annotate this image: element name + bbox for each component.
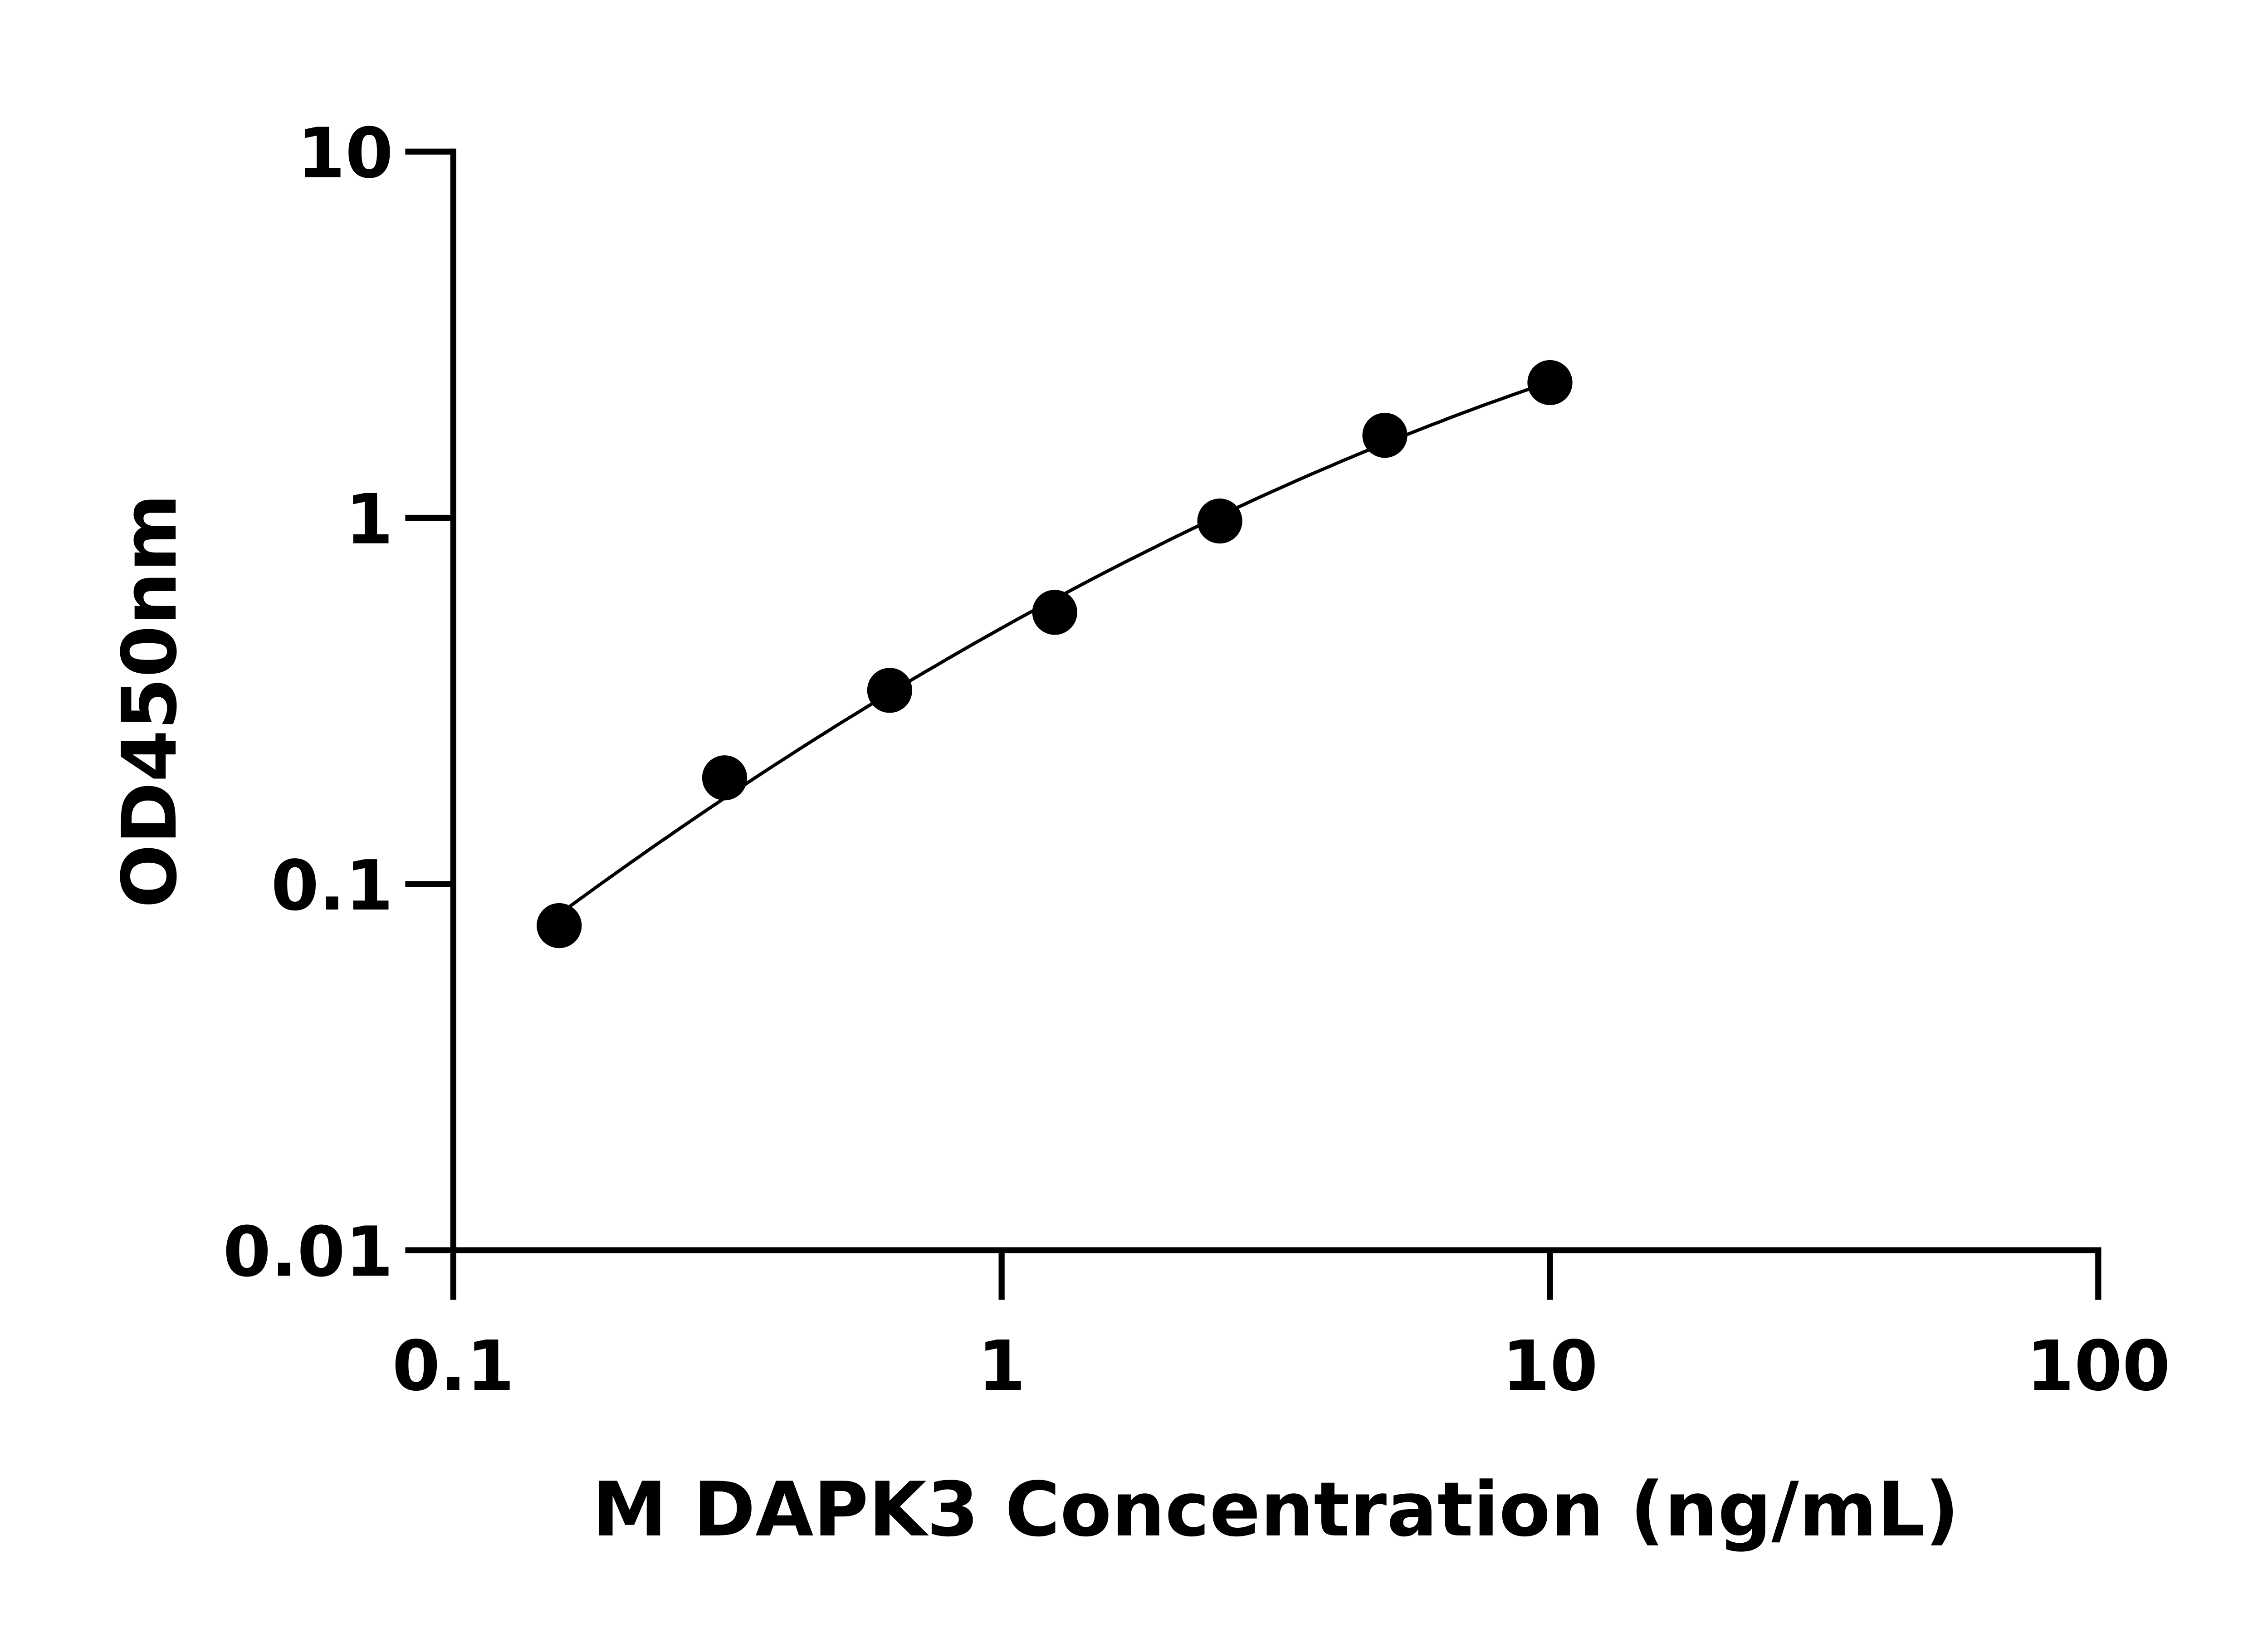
y-tick-label: 0.1 (271, 846, 393, 926)
x-tick-label: 100 (2026, 1326, 2170, 1406)
fit-curve (558, 380, 1551, 916)
y-axis-label: OD450nm (106, 494, 194, 908)
y-tick-label: 0.01 (223, 1212, 393, 1292)
data-point (1527, 360, 1573, 406)
data-points (537, 360, 1573, 949)
x-tick-label: 0.1 (392, 1326, 515, 1406)
x-tick-label: 10 (1502, 1326, 1598, 1406)
data-point (1197, 498, 1242, 544)
y-tick-label: 1 (345, 479, 393, 560)
data-point (702, 755, 748, 801)
x-tick-label: 1 (978, 1326, 1026, 1406)
axes: 0.01 0.1 1 10 0.1 1 10 100 (223, 113, 2170, 1406)
x-axis-label: M DAPK3 Concentration (ng/mL) (592, 1466, 1959, 1554)
y-tick-label: 10 (297, 113, 393, 193)
data-point (537, 903, 582, 949)
data-point (1032, 590, 1077, 635)
data-point (1362, 413, 1408, 458)
data-point (867, 668, 913, 713)
